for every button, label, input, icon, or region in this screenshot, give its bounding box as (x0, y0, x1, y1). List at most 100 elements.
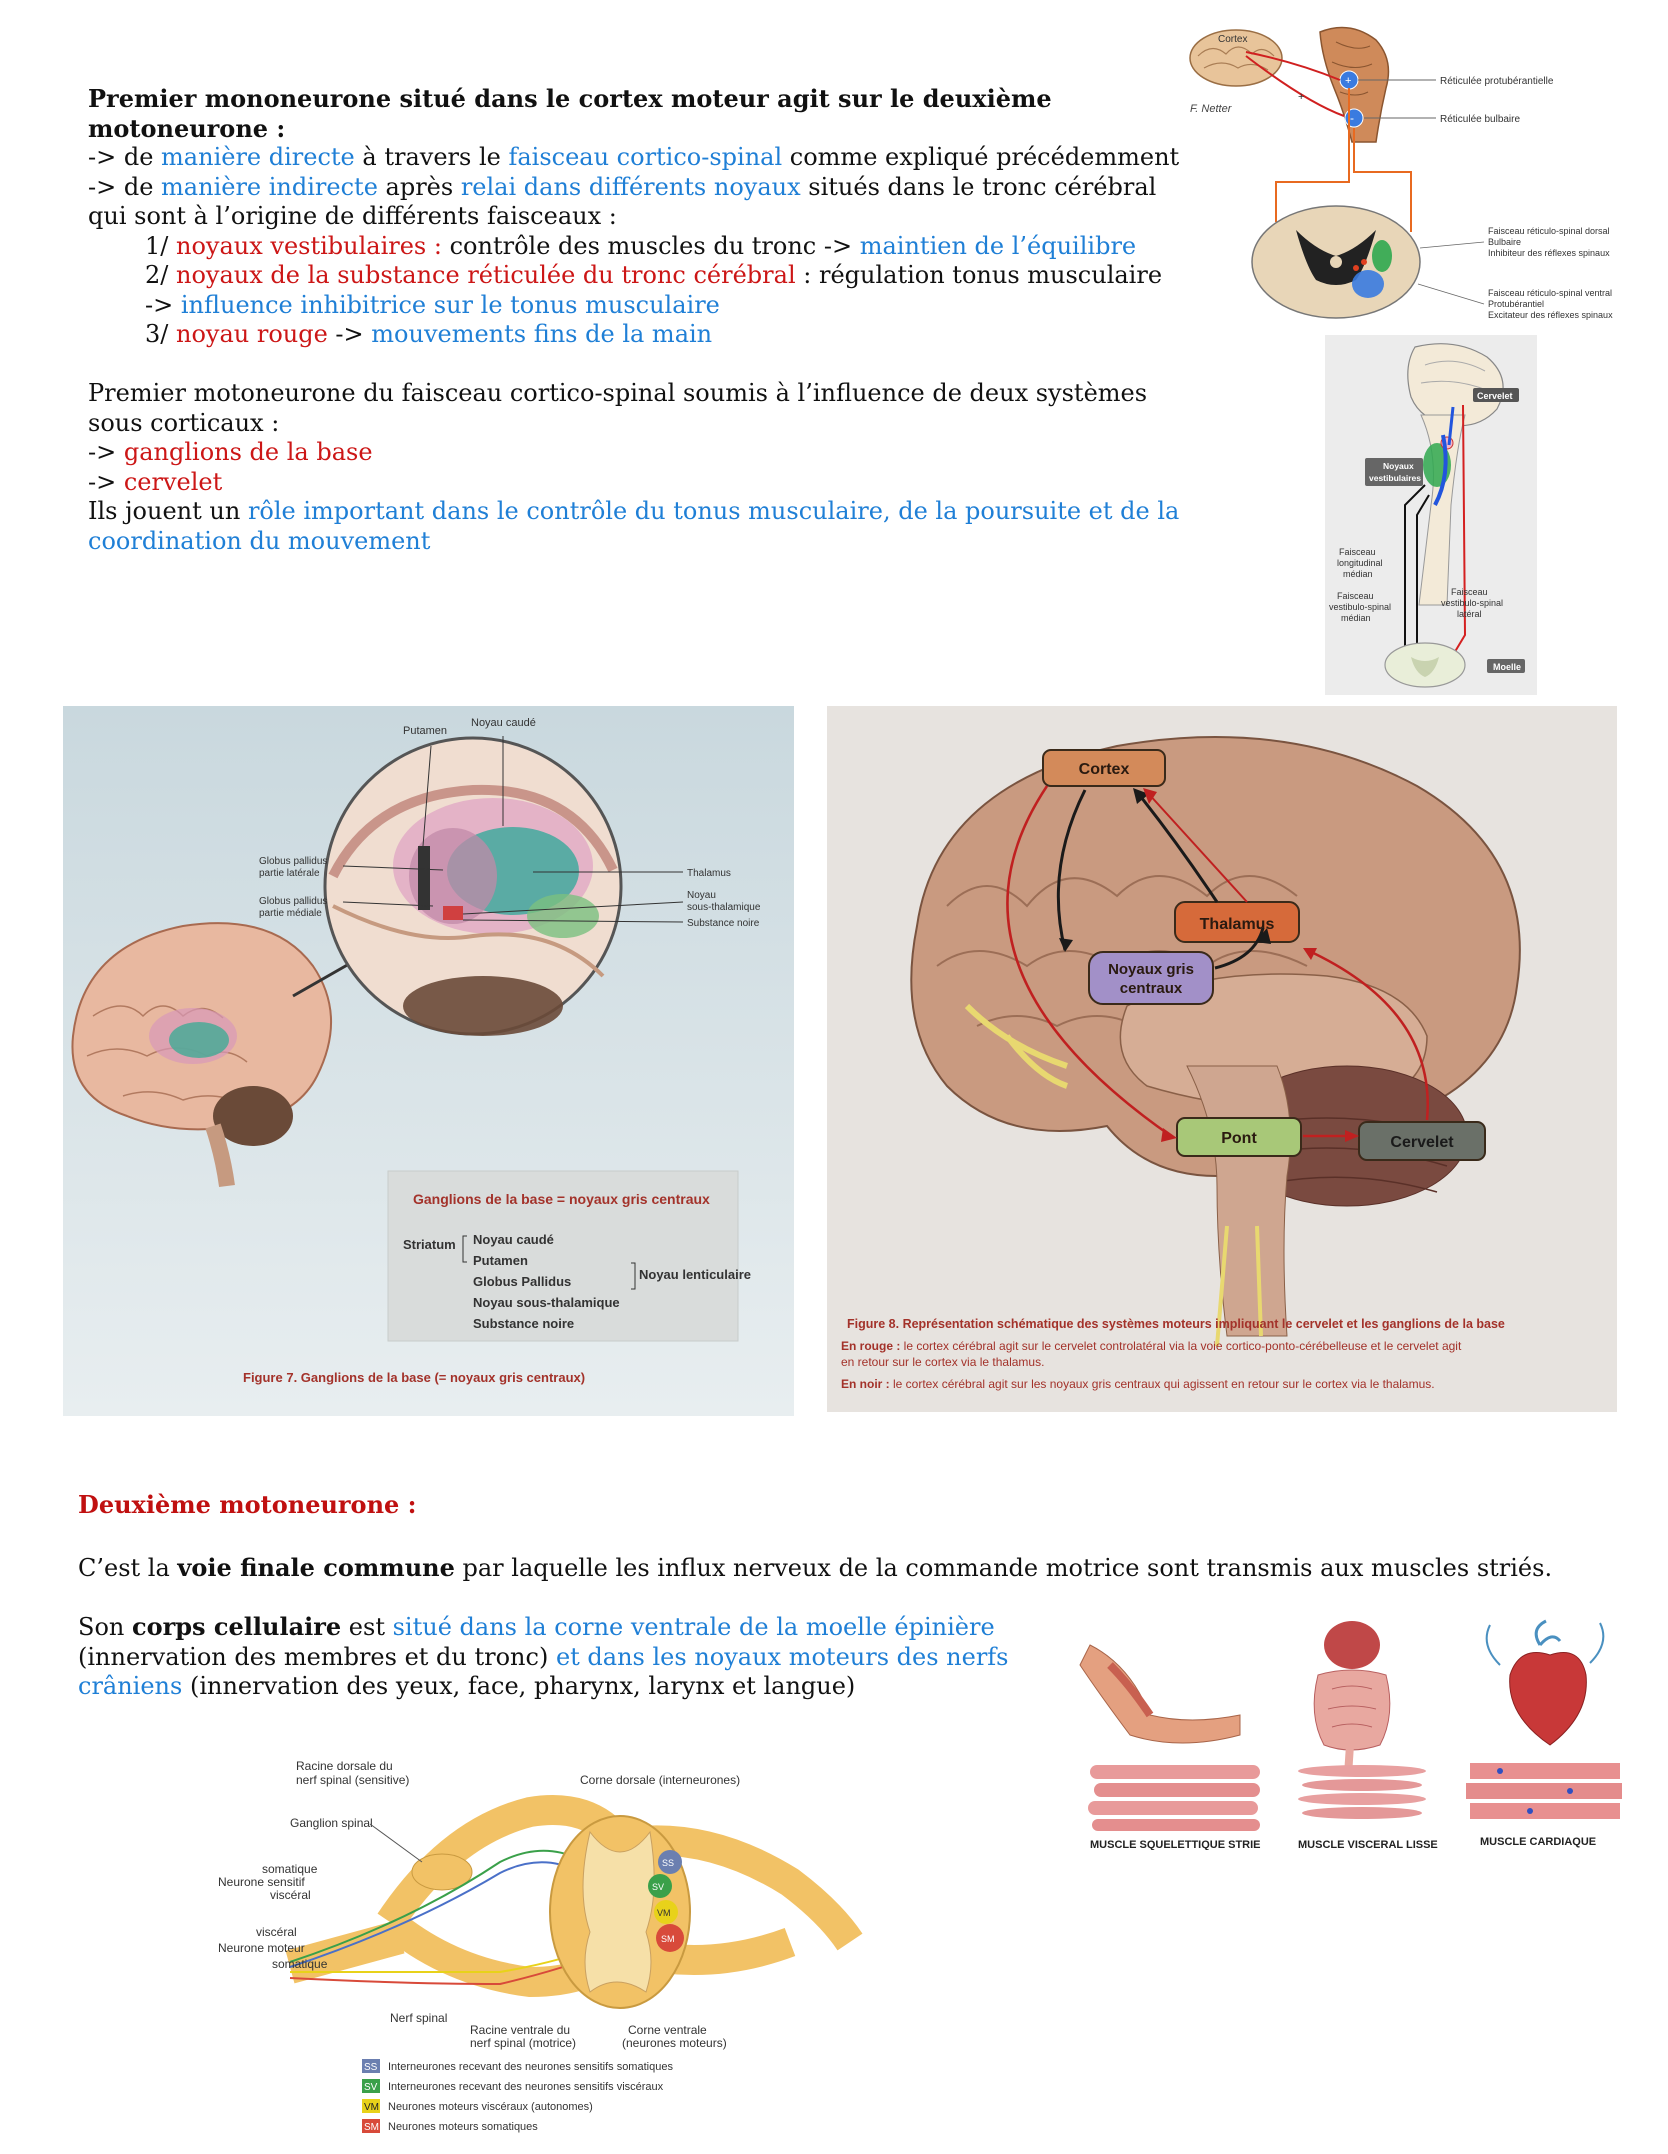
t: -> (327, 320, 372, 348)
section1-text: Premier mononeurone situé dans le cortex… (88, 84, 1198, 556)
legend-text: Neurones moteurs viscéraux (autonomes) (388, 2101, 593, 2113)
t: corps cellulaire (131, 1612, 342, 1641)
fig8-noyaux-1: Noyaux gris (1108, 961, 1194, 978)
p2-line1: Son corps cellulaire est situé dans la c… (78, 1612, 1078, 1643)
line-indirect: -> de manière indirecte après relai dans… (88, 173, 1198, 203)
t: à travers le (354, 143, 509, 171)
t: cervelet (123, 467, 223, 496)
t: Ils jouent un (88, 497, 248, 525)
t: (innervation des membres et du tronc) (78, 1642, 556, 1671)
fig7-gp-med-2: partie médiale (259, 908, 322, 919)
muscle-strie-label: MUSCLE SQUELETTIQUE STRIE (1090, 1839, 1261, 1850)
fig7-substance-noire: Substance noire (687, 918, 760, 929)
fig-reticular-cortex: Cortex (1218, 34, 1247, 45)
sm-label: SM (661, 1934, 675, 1944)
line-faisceaux: qui sont à l’origine de différents faisc… (88, 202, 617, 230)
fig8-noir-1: le cortex cérébral agit sur les noyaux g… (890, 1377, 1435, 1391)
fig7-gp-lat-1: Globus pallidus (259, 856, 327, 867)
section3-heading: Deuxième motoneurone : (78, 1490, 417, 1519)
t: crâniens (78, 1672, 183, 1700)
p-role: Ils jouent un rôle important dans le con… (88, 497, 1198, 527)
ventral-2: Protubérantiel (1488, 299, 1544, 309)
figure-7-basal-ganglia: Putamen Noyau caudé Globus pallidus part… (63, 706, 794, 1416)
item-ganglions: -> ganglions de la base (88, 438, 1198, 468)
ss-label: SS (662, 1858, 674, 1868)
fig8-noir: En noir : le cortex cérébral agit sur le… (841, 1377, 1435, 1391)
legend-code: VM (364, 2102, 379, 2113)
t: après (377, 172, 461, 201)
visceral2: viscéral (256, 1925, 297, 1939)
p2-line2: (innervation des membres et du tronc) et… (78, 1643, 1078, 1673)
legend-swatch (362, 2119, 380, 2133)
t: 2/ (145, 261, 176, 289)
t: faisceau cortico-spinal (508, 143, 783, 171)
vm-label: VM (657, 1908, 671, 1918)
racine-ventrale-1: Racine ventrale du (470, 2023, 570, 2037)
item-noyau-rouge: 3/ noyau rouge -> mouvements fins de la … (88, 320, 1198, 350)
t: noyaux de la substance réticulée du tron… (175, 261, 796, 289)
t: -> (145, 290, 181, 319)
p-influence-line2: sous corticaux : (88, 408, 280, 437)
somatique: somatique (262, 1862, 318, 1876)
vsl-3: latéral (1457, 609, 1482, 619)
t: comme expliqué précédemment (782, 143, 1180, 171)
vsl-2: vestibulo-spinal (1441, 598, 1503, 608)
t: par laquelle les influx nerveux de la co… (454, 1554, 1553, 1582)
vestibulospinal-figure: Cervelet Moelle Noyaux vestibulaires Fai… (1325, 335, 1537, 695)
spinal-nerve-figure: SS SV VM SM Racine dorsale du nerf spina… (210, 1752, 890, 2152)
legend-text: Neurones moteurs somatiques (388, 2121, 538, 2133)
t: et dans les noyaux moteurs des nerfs (555, 1642, 1009, 1671)
racine-dorsale-1: Racine dorsale du (296, 1759, 393, 1773)
dorsal-1: Faisceau réticulo-spinal dorsal (1488, 226, 1610, 236)
corne-dorsale: Corne dorsale (interneurones) (580, 1773, 740, 1787)
t: -> (88, 438, 124, 466)
item-vestibulaires: 1/ noyaux vestibulaires : contrôle des m… (88, 232, 1198, 262)
fig8-caption-title: Figure 8. Représentation schématique des… (847, 1317, 1505, 1331)
fig7-list-item: Globus Pallidus (473, 1274, 571, 1289)
fig7-noyau-st-1: Noyau (687, 890, 716, 901)
section3-p2: Son corps cellulaire est situé dans la c… (78, 1612, 1078, 1702)
fig7-list-item: Noyau sous-thalamique (473, 1295, 620, 1310)
section3-p1: C’est la voie finale commune par laquell… (78, 1553, 1638, 1584)
legend-swatch (362, 2079, 380, 2093)
t: -> de (88, 143, 162, 171)
fig8-noir-label: En noir : (841, 1377, 890, 1391)
vest-moelle: Moelle (1493, 662, 1521, 672)
legend-swatch (362, 2099, 380, 2113)
svg-text:-: - (1350, 111, 1354, 125)
item-cervelet: -> cervelet (88, 468, 1198, 498)
fig7-noyau-st-2: sous-thalamique (687, 902, 761, 913)
somatique2: somatique (272, 1957, 328, 1971)
ganglion-spinal: Ganglion spinal (290, 1816, 373, 1830)
reticulee-protuberantielle: Réticulée protubérantielle (1440, 76, 1554, 87)
plus-sign: + (1298, 91, 1304, 103)
p-influence-line1: Premier motoneurone du faisceau cortico-… (88, 379, 1148, 407)
dorsal-2: Bulbaire (1488, 237, 1521, 247)
fig7-list-item: Putamen (473, 1253, 528, 1268)
racine-dorsale-2: nerf spinal (sensitive) (296, 1773, 409, 1787)
t: noyau rouge (175, 320, 328, 348)
section1-heading-line1: Premier mononeurone situé dans le cortex… (88, 84, 1052, 113)
fig8-rouge: En rouge : le cortex cérébral agit sur l… (841, 1339, 1462, 1353)
fig8-pont: Pont (1221, 1130, 1257, 1147)
vsm-3: médian (1341, 613, 1371, 623)
flm-2: longitudinal (1337, 558, 1383, 568)
legend-text: Interneurones recevant des neurones sens… (388, 2081, 664, 2093)
t: noyaux vestibulaires : (175, 231, 442, 260)
t: contrôle des muscles du tronc -> (441, 231, 860, 260)
fig7-list-item: Noyau caudé (473, 1232, 554, 1247)
muscle-lisse-label: MUSCLE VISCERAL LISSE (1298, 1839, 1438, 1850)
lisse-tissue (1298, 1765, 1426, 1819)
neurone-moteur: Neurone moteur (218, 1941, 305, 1955)
p2-line3: crâniens (innervation des yeux, face, ph… (78, 1672, 1078, 1702)
vsl-1: Faisceau (1451, 587, 1488, 597)
ventral-3: Excitateur des réflexes spinaux (1488, 310, 1613, 320)
fig7-gp-med-1: Globus pallidus (259, 896, 327, 907)
dorsal-3: Inhibiteur des réflexes spinaux (1488, 248, 1610, 258)
fig7-noyau-lenticulaire: Noyau lenticulaire (639, 1267, 751, 1282)
fig8-thalamus: Thalamus (1200, 916, 1275, 933)
t: 1/ (145, 231, 176, 260)
fig7-caption: Figure 7. Ganglions de la base (= noyaux… (243, 1370, 585, 1385)
t: manière indirecte (161, 172, 378, 201)
visceral: viscéral (270, 1888, 311, 1902)
